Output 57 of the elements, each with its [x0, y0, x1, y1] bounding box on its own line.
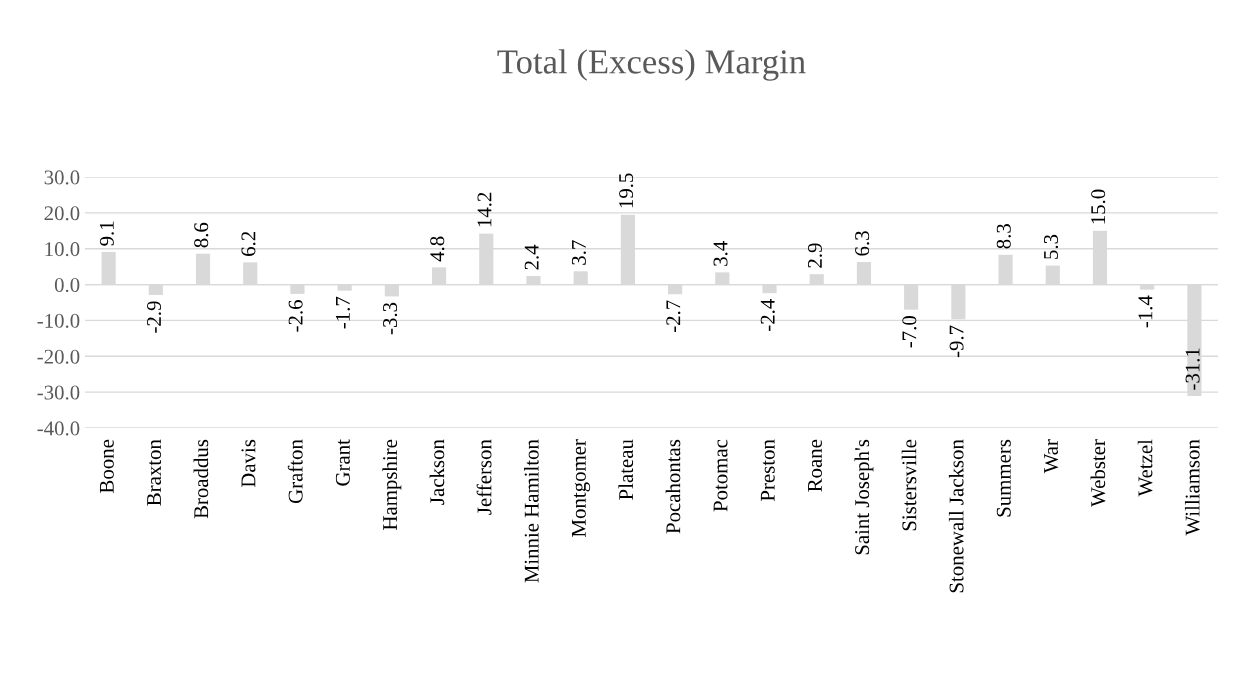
- x-tick-label: Pocahontas: [665, 439, 681, 534]
- data-label: -7.0: [902, 316, 917, 348]
- data-label: -2.4: [760, 299, 775, 331]
- data-label: 6.3: [855, 231, 870, 256]
- y-tick-label: 30.0: [44, 170, 80, 185]
- x-tick-label: Williamson: [1184, 439, 1200, 536]
- x-tick-label: Potomac: [713, 439, 728, 512]
- x-tick-label: Webster: [1090, 439, 1106, 507]
- data-label: -1.4: [1138, 295, 1153, 328]
- y-tick-label: -30.0: [37, 385, 80, 400]
- x-tick-label: Plateau: [618, 439, 634, 500]
- data-label: -2.7: [666, 300, 681, 333]
- data-label: -2.6: [288, 300, 303, 332]
- x-tick-label: Grafton: [287, 439, 303, 504]
- x-tick-label: Summers: [996, 439, 1011, 517]
- chart-title: Total (Excess) Margin: [497, 49, 806, 81]
- x-tick-label: Braxton: [147, 439, 162, 506]
- x-tick-label: Hampshire: [382, 439, 402, 530]
- data-label: 8.3: [996, 224, 1011, 249]
- x-tick-label: War: [1044, 439, 1059, 474]
- data-label: 15.0: [1091, 189, 1106, 224]
- data-label: -9.7: [949, 325, 964, 358]
- data-label: -2.9: [147, 301, 162, 333]
- x-tick-label: Sistersville: [901, 439, 917, 531]
- x-tick-label: Minnie Hamilton: [524, 439, 539, 583]
- data-label: 2.4: [524, 244, 539, 270]
- y-tick-label: 20.0: [44, 206, 80, 221]
- data-label: 6.2: [241, 231, 256, 256]
- data-label: 3.7: [571, 240, 586, 265]
- x-tick-label: Saint Joseph's: [854, 439, 874, 555]
- x-tick-label: Jackson: [429, 439, 445, 505]
- data-label: 5.3: [1043, 234, 1059, 259]
- data-label: -31.1: [1185, 348, 1200, 390]
- x-tick-label: Jefferson: [476, 439, 492, 515]
- data-label: 2.9: [807, 243, 823, 268]
- x-tick-label: Roane: [808, 439, 822, 492]
- data-label: 14.2: [477, 192, 492, 227]
- x-tick-label: Boone: [99, 439, 114, 493]
- y-tick-label: -10.0: [37, 313, 80, 328]
- y-tick-label: -20.0: [37, 349, 80, 364]
- x-tick-label: Grant: [335, 439, 350, 486]
- data-label: 19.5: [619, 173, 634, 208]
- y-tick-label: 10.0: [45, 242, 80, 257]
- y-tick-label: 0.0: [54, 277, 80, 293]
- x-tick-label: Broaddus: [193, 439, 209, 519]
- y-tick-label: -40.0: [37, 421, 80, 436]
- data-label: -3.3: [383, 302, 398, 335]
- data-label: 9.1: [99, 221, 114, 246]
- data-label: -1.7: [335, 296, 350, 329]
- x-tick-label: Wetzel: [1137, 439, 1153, 497]
- x-tick-label: Davis: [241, 439, 256, 488]
- data-label: 3.4: [713, 241, 728, 266]
- x-tick-label: Montgomer: [572, 439, 591, 537]
- data-label: 4.8: [430, 236, 445, 262]
- x-tick-label: Preston: [760, 439, 775, 502]
- x-tick-label: Stonewall Jackson: [948, 439, 964, 593]
- data-label: 8.6: [194, 222, 209, 248]
